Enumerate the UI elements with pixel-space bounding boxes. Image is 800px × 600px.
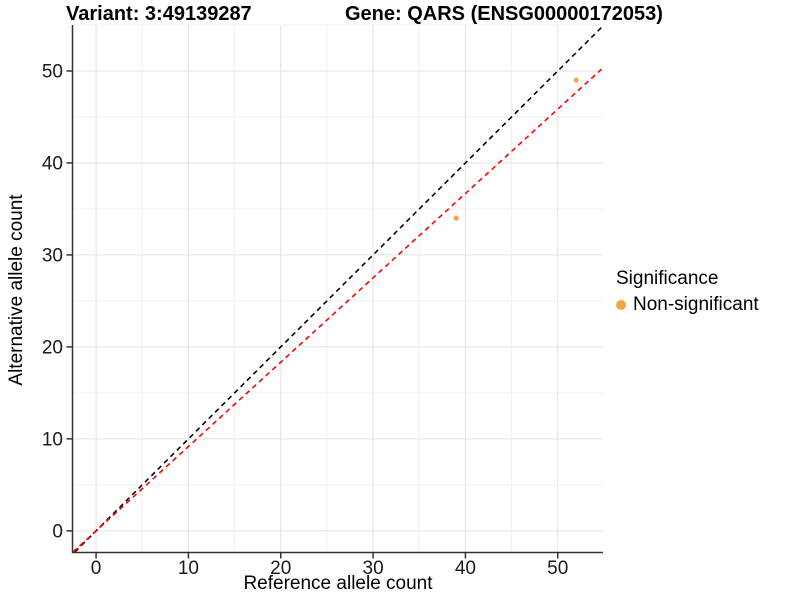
non-significant-dot-icon [616, 300, 626, 310]
data-point [453, 215, 459, 221]
x-tick-label: 40 [455, 558, 476, 579]
y-axis-title: Alternative allele count [6, 194, 27, 386]
x-tick-label: 20 [270, 558, 291, 579]
x-tick-label: 10 [178, 558, 199, 579]
x-axis-title: Reference allele count [243, 573, 433, 594]
y-tick-label: 20 [42, 337, 63, 358]
x-tick-label: 0 [91, 558, 102, 579]
y-tick-label: 0 [52, 521, 63, 542]
y-tick-label: 30 [42, 245, 63, 266]
y-tick-label: 10 [42, 429, 63, 450]
legend-title: Significance [616, 268, 719, 289]
legend: Significance Non-significant [616, 268, 759, 316]
x-tick-label: 50 [547, 558, 568, 579]
data-point [573, 77, 579, 83]
variant-title: Variant: 3:49139287 [66, 3, 252, 25]
legend-item-label: Non-significant [633, 294, 759, 315]
fit-line [72, 67, 604, 553]
identity-line [74, 25, 604, 553]
x-tick-label: 30 [363, 558, 384, 579]
legend-item-non-significant: Non-significant [616, 294, 759, 316]
gene-title: Gene: QARS (ENSG00000172053) [345, 3, 663, 25]
y-tick-label: 40 [42, 153, 63, 174]
y-tick-label: 50 [42, 61, 63, 82]
